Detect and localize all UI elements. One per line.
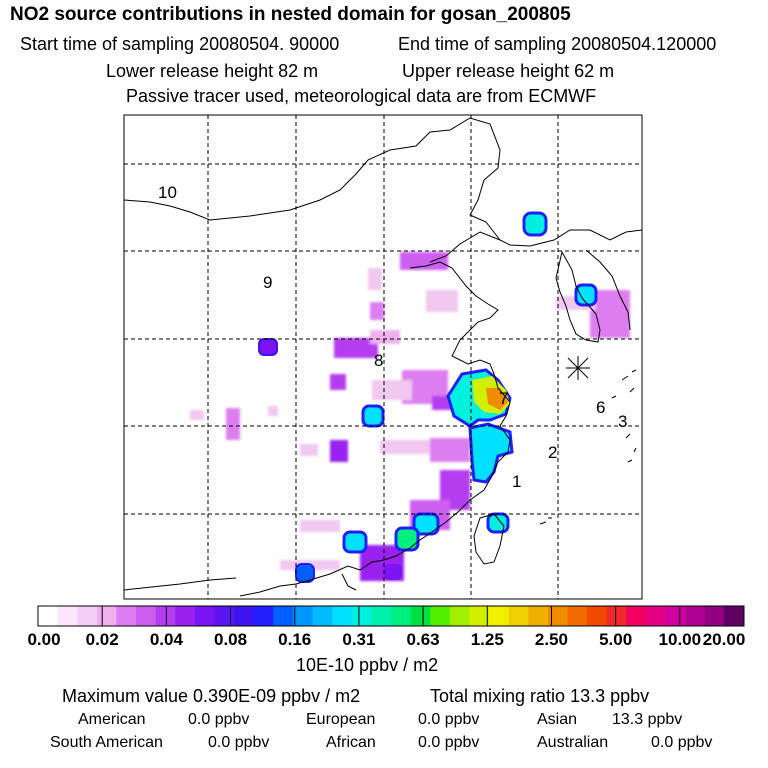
scale-cell — [312, 606, 333, 626]
scale-cell — [214, 606, 235, 626]
scale-cell — [606, 606, 627, 626]
scale-cell — [410, 606, 431, 626]
south-american-value: 0.0 ppbv — [208, 734, 270, 751]
scale-cell — [332, 606, 353, 626]
european-value: 0.0 ppbv — [418, 711, 480, 728]
scale-cell — [234, 606, 255, 626]
scale-cell — [57, 606, 78, 626]
american-label: American — [78, 711, 146, 728]
total-mixing-ratio-text: Total mixing ratio 13.3 ppbv — [430, 686, 650, 706]
max-value-text: Maximum value 0.390E-09 ppbv / m2 — [62, 686, 361, 706]
scale-cell — [645, 606, 667, 626]
region-label-3: 3 — [618, 412, 627, 431]
region-label-10: 10 — [158, 183, 177, 202]
region-label-7: 7 — [499, 389, 508, 408]
scale-cell — [685, 606, 706, 626]
australian-label: Australian — [537, 734, 609, 751]
scale-cell — [704, 606, 725, 626]
upper-height-text: Upper release height 62 m — [402, 61, 615, 81]
scale-tick-label: 1.25 — [470, 630, 504, 649]
scale-tick-label: 20.00 — [702, 630, 746, 649]
map-frame-bg — [124, 115, 642, 599]
scale-cell — [724, 606, 745, 626]
chart-title: NO2 source contributions in nested domai… — [10, 4, 571, 25]
scale-tick-label: 0.02 — [85, 630, 119, 649]
scale-units: 10E-10 ppbv / m2 — [296, 655, 439, 675]
scale-cell — [508, 606, 529, 626]
scale-cell — [175, 606, 196, 626]
scale-tick-label: 10.00 — [658, 630, 702, 649]
scale-cell — [96, 606, 117, 626]
asian-label: Asian — [537, 711, 578, 728]
scale-cell — [528, 606, 549, 626]
map-grid — [124, 115, 642, 599]
american-value: 0.0 ppbv — [188, 711, 250, 728]
scale-tick-label: 5.00 — [599, 630, 633, 649]
concentration-map: 10 9 8 7 6 3 2 1 — [123, 114, 643, 600]
scale-cell — [194, 606, 215, 626]
scale-cell — [430, 606, 451, 626]
scale-tick-label: 0.08 — [213, 630, 248, 649]
scale-cell — [449, 606, 470, 626]
map-border — [123, 114, 643, 600]
scale-cell — [273, 606, 294, 626]
asian-value: 13.3 ppbv — [612, 711, 683, 728]
scale-cell — [626, 606, 647, 626]
scale-cell — [136, 606, 157, 626]
scale-tick-label: 0.31 — [342, 630, 376, 649]
region-label-2: 2 — [548, 443, 557, 462]
scale-cell — [547, 606, 568, 626]
scale-tick-label: 0.00 — [27, 630, 61, 649]
coastlines — [124, 117, 642, 597]
region-label-8: 8 — [374, 351, 383, 370]
african-value: 0.0 ppbv — [418, 734, 480, 751]
australian-value: 0.0 ppbv — [651, 734, 713, 751]
scale-cell — [253, 606, 274, 626]
scale-cell — [567, 606, 588, 626]
scale-cell — [77, 606, 98, 626]
region-label-6: 6 — [596, 398, 605, 417]
scale-cell — [489, 606, 510, 626]
scale-cell — [371, 606, 392, 626]
scale-tick-label: 0.04 — [149, 630, 183, 649]
scale-cell — [587, 606, 608, 626]
african-label: African — [326, 734, 376, 751]
scale-cell — [116, 606, 137, 626]
scale-cell — [469, 606, 490, 626]
lower-height-text: Lower release height 82 m — [106, 61, 319, 81]
tracer-note-text: Passive tracer used, meteorological data… — [126, 86, 597, 106]
color-scale-bar — [37, 605, 745, 627]
scale-cell — [665, 606, 686, 626]
scale-tick-label: 0.63 — [406, 630, 440, 649]
scale-cell — [391, 606, 412, 626]
end-time-text: End time of sampling 20080504.120000 — [398, 34, 717, 54]
region-label-1: 1 — [512, 472, 521, 491]
scale-tick-label: 2.50 — [534, 630, 568, 649]
start-time-text: Start time of sampling 20080504. 90000 — [20, 34, 340, 54]
region-label-9: 9 — [263, 273, 272, 292]
european-label: European — [306, 711, 376, 728]
scale-cell — [351, 606, 372, 626]
south-american-label: South American — [50, 734, 163, 751]
scale-cell — [292, 606, 314, 626]
scale-cell — [155, 606, 176, 626]
scale-tick-label: 0.16 — [278, 630, 312, 649]
concentration-field — [190, 211, 630, 583]
receptor-marker-icon — [566, 356, 590, 380]
scale-cell — [38, 606, 59, 626]
